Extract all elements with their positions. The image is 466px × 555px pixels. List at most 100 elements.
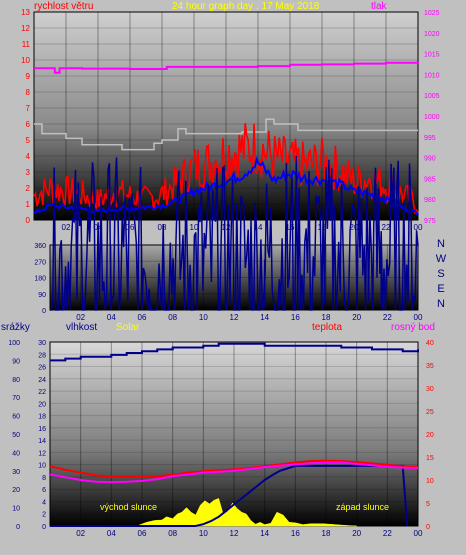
- humidity-temperature-plot-area: [49, 341, 419, 527]
- y-tick-rain-18: 18: [38, 414, 46, 421]
- compass-n-bottom: N: [437, 298, 445, 310]
- x-tick-1-06: 06: [138, 313, 147, 322]
- y-tick-pressure-990: 990: [424, 156, 436, 163]
- y-tick-wind-9: 9: [26, 72, 31, 81]
- series-wind-direction: [50, 155, 419, 312]
- y-tick-humidity-20: 20: [12, 487, 20, 494]
- y-tick-humidity-30: 30: [12, 469, 20, 476]
- x-tick-1-08: 08: [168, 313, 177, 322]
- y-tick-rain-14: 14: [38, 438, 46, 445]
- y-tick-rain-26: 26: [38, 365, 46, 372]
- compass-e: E: [437, 283, 445, 295]
- y-tick-pressure-980: 980: [424, 197, 436, 204]
- y-tick-wind-5: 5: [26, 136, 31, 145]
- compass-n-top: N: [437, 238, 445, 250]
- y-tick-humidity-10: 10: [12, 506, 20, 513]
- y-tick-direction-90: 90: [38, 292, 46, 299]
- y-tick-wind-7: 7: [26, 104, 31, 113]
- y-tick-pressure-1000: 1000: [424, 114, 440, 121]
- y-tick-rain-12: 12: [38, 450, 46, 457]
- x-tick-1-02: 02: [76, 313, 85, 322]
- y-tick-rain-8: 8: [42, 475, 46, 482]
- compass-w: W: [435, 253, 447, 265]
- x-tick-1-14: 14: [260, 313, 269, 322]
- x-tick-2-18: 18: [322, 529, 331, 538]
- date-title: 24 hour graph day . 17 May 2018: [172, 1, 320, 12]
- dewpoint-label: rosný bod: [391, 322, 435, 333]
- y-tick-temperature-5: 5: [426, 501, 430, 508]
- solar-label: Solar: [116, 322, 140, 333]
- y-tick-humidity-0: 0: [16, 524, 20, 531]
- y-tick-wind-8: 8: [26, 88, 31, 97]
- x-tick-1-04: 04: [107, 313, 116, 322]
- y-tick-direction-360: 360: [34, 243, 46, 250]
- x-tick-0-02: 02: [62, 223, 71, 232]
- pressure-label: tlak: [371, 1, 387, 12]
- y-tick-wind-2: 2: [26, 184, 31, 193]
- y-tick-temperature-30: 30: [426, 386, 434, 393]
- x-tick-1-22: 22: [383, 313, 392, 322]
- wind-speed-label: rychlost větru: [34, 1, 94, 12]
- y-tick-temperature-35: 35: [426, 363, 434, 370]
- x-tick-2-12: 12: [230, 529, 239, 538]
- y-tick-rain-4: 4: [42, 499, 46, 506]
- rain-label: srážky: [1, 322, 30, 333]
- y-tick-rain-20: 20: [38, 401, 46, 408]
- y-tick-wind-3: 3: [26, 168, 31, 177]
- y-tick-wind-10: 10: [21, 56, 30, 65]
- y-tick-rain-6: 6: [42, 487, 46, 494]
- x-tick-0-00: 00: [414, 223, 423, 232]
- series-wind-average: [33, 156, 419, 217]
- y-tick-temperature-40: 40: [426, 340, 434, 347]
- compass-s: S: [437, 268, 445, 280]
- x-tick-2-20: 20: [352, 529, 361, 538]
- sunset-label: západ slunce: [336, 502, 390, 512]
- x-tick-1-16: 16: [291, 313, 300, 322]
- x-tick-1-18: 18: [322, 313, 331, 322]
- y-tick-pressure-985: 985: [424, 176, 436, 183]
- y-tick-pressure-1020: 1020: [424, 31, 440, 38]
- x-tick-0-18: 18: [318, 223, 327, 232]
- x-tick-2-08: 08: [168, 529, 177, 538]
- y-tick-wind-1: 1: [26, 200, 31, 209]
- x-tick-2-16: 16: [291, 529, 300, 538]
- series-pressure: [34, 61, 419, 74]
- x-tick-1-00: 00: [414, 313, 423, 322]
- y-tick-humidity-50: 50: [12, 432, 20, 439]
- series-dewpoint: [49, 461, 419, 484]
- series-temperature: [49, 459, 419, 478]
- y-tick-pressure-1010: 1010: [424, 72, 440, 79]
- y-tick-rain-0: 0: [42, 524, 46, 531]
- y-tick-rain-16: 16: [38, 426, 46, 433]
- y-tick-temperature-15: 15: [426, 455, 434, 462]
- x-tick-0-20: 20: [350, 223, 359, 232]
- series-wind-max: [34, 118, 418, 151]
- y-tick-pressure-1025: 1025: [424, 10, 440, 17]
- humidity-label: vlhkost: [66, 322, 98, 333]
- x-tick-1-10: 10: [199, 313, 208, 322]
- y-tick-direction-270: 270: [34, 259, 46, 266]
- x-tick-2-04: 04: [107, 529, 116, 538]
- x-tick-0-08: 08: [158, 223, 167, 232]
- y-tick-humidity-100: 100: [8, 340, 20, 347]
- x-tick-0-06: 06: [126, 223, 135, 232]
- y-tick-direction-180: 180: [34, 276, 46, 283]
- temperature-label: teplota: [312, 322, 343, 333]
- series-wind-gust: [33, 123, 419, 215]
- y-tick-rain-10: 10: [38, 463, 46, 470]
- y-tick-pressure-1005: 1005: [424, 93, 440, 100]
- y-tick-wind-12: 12: [21, 24, 30, 33]
- y-tick-rain-2: 2: [42, 512, 46, 519]
- y-tick-wind-6: 6: [26, 120, 31, 129]
- y-tick-direction-0: 0: [42, 308, 46, 315]
- series-rain: [50, 464, 409, 527]
- x-tick-1-12: 12: [230, 313, 239, 322]
- y-tick-wind-4: 4: [26, 152, 31, 161]
- x-tick-0-16: 16: [286, 223, 295, 232]
- y-tick-rain-22: 22: [38, 389, 46, 396]
- y-tick-humidity-60: 60: [12, 414, 20, 421]
- y-tick-temperature-10: 10: [426, 478, 434, 485]
- y-tick-humidity-70: 70: [12, 395, 20, 402]
